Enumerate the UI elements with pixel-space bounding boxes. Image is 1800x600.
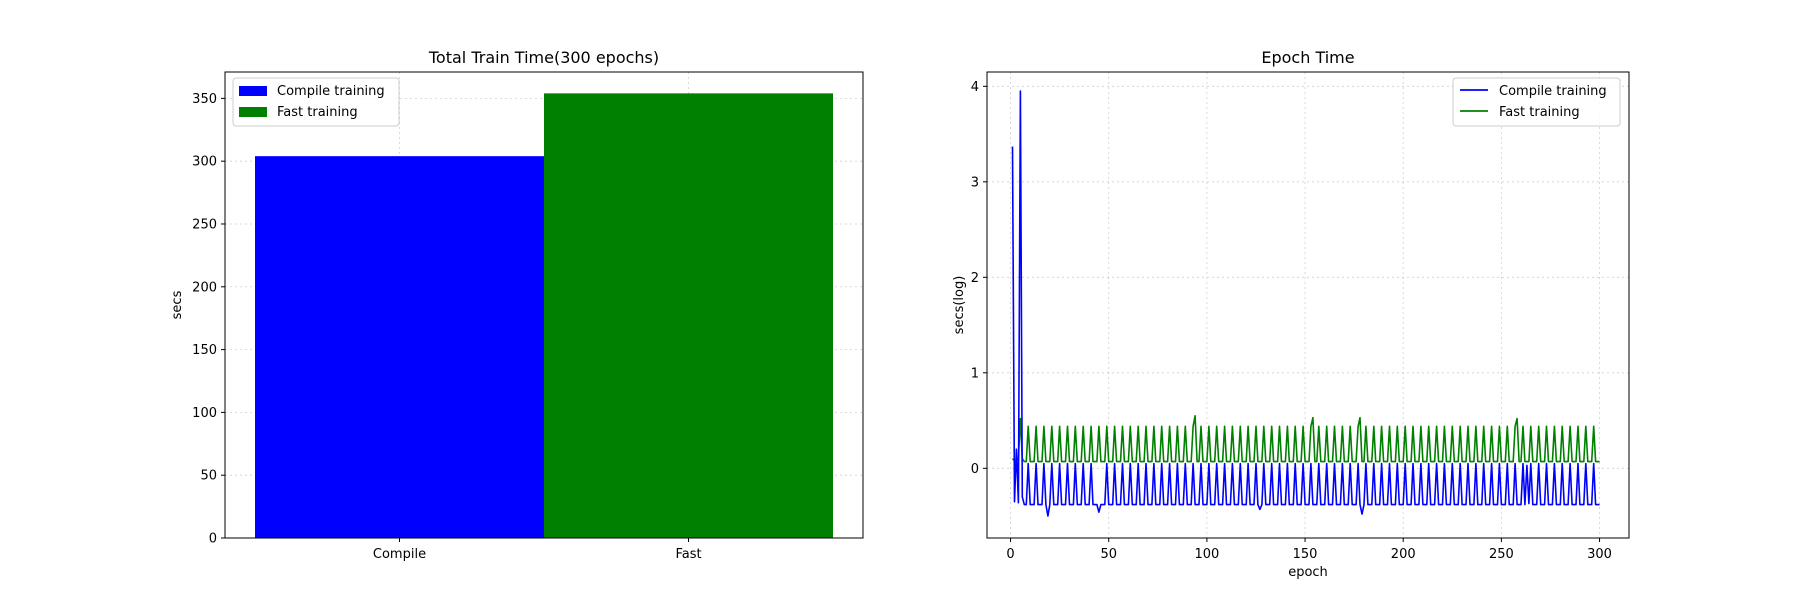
bar-y-tick-label: 350 xyxy=(192,92,217,107)
line-chart-title: Epoch Time xyxy=(1261,48,1354,67)
bar-y-tick-label: 0 xyxy=(209,532,217,547)
bar-chart: Compile Fast 0 50 100 150 200 250 300 350 Total … xyxy=(170,48,864,562)
line-chart-x-axis-label: epoch xyxy=(1288,565,1328,580)
line-y-tick-label: 2 xyxy=(971,271,979,286)
bar-y-tick-label: 300 xyxy=(192,155,217,170)
bar-chart-frame xyxy=(224,71,864,539)
line-x-tick-label: 50 xyxy=(1100,547,1117,562)
line-x-tick-label: 100 xyxy=(1194,547,1219,562)
line-chart: 0 50 100 150 200 250 300 0 1 2 3 4 Epoch Time epoc… xyxy=(952,48,1630,580)
bar-legend-box xyxy=(232,77,400,127)
line-x-tick-label: 150 xyxy=(1293,547,1318,562)
bar-y-tick-label: 250 xyxy=(192,217,217,232)
line-y-tick-label: 3 xyxy=(971,175,979,190)
line-chart-y-axis-label: secs(log) xyxy=(952,276,967,335)
line-x-tick-label: 250 xyxy=(1489,547,1514,562)
line-legend-label-fast: Fast training xyxy=(1499,105,1580,120)
bar-x-tick-label: Fast xyxy=(675,547,701,562)
line-chart-y-ticks: 0 1 2 3 4 xyxy=(971,80,987,477)
bar-chart-x-ticks: Compile Fast xyxy=(373,538,702,562)
line-legend-label-compile: Compile training xyxy=(1499,84,1607,99)
line-legend-box xyxy=(1452,77,1621,127)
line-chart-legend: Compile training Fast training xyxy=(1452,77,1621,127)
line-x-tick-label: 200 xyxy=(1391,547,1416,562)
bar-chart-y-axis-label: secs xyxy=(170,290,185,319)
bar-legend-label-compile: Compile training xyxy=(277,84,385,99)
bar-y-tick-label: 150 xyxy=(192,343,217,358)
bar-fast xyxy=(544,93,833,539)
line-chart-frame xyxy=(986,71,1630,539)
bar-legend-swatch-compile xyxy=(239,86,267,96)
line-y-tick-label: 4 xyxy=(971,80,979,95)
bar-chart-bars xyxy=(255,93,833,539)
bar-chart-y-ticks: 0 50 100 150 200 250 300 350 xyxy=(192,92,225,547)
line-series-compile-training xyxy=(1011,90,1600,517)
bar-chart-legend: Compile training Fast training xyxy=(232,77,400,127)
line-y-tick-label: 0 xyxy=(971,462,979,477)
line-y-tick-label: 1 xyxy=(971,366,979,381)
bar-legend-swatch-fast xyxy=(239,107,267,117)
bar-y-tick-label: 50 xyxy=(200,469,217,484)
bar-legend-label-fast: Fast training xyxy=(277,105,358,120)
bar-compile xyxy=(255,156,544,538)
line-x-tick-label: 300 xyxy=(1587,547,1612,562)
line-series-fast-training xyxy=(1011,414,1600,463)
bar-y-tick-label: 100 xyxy=(192,406,217,421)
bar-x-tick-label: Compile xyxy=(373,547,426,562)
line-chart-series xyxy=(1011,90,1600,517)
bar-y-tick-label: 200 xyxy=(192,280,217,295)
line-x-tick-label: 0 xyxy=(1006,547,1014,562)
line-chart-x-ticks: 0 50 100 150 200 250 300 xyxy=(1006,538,1612,562)
bar-chart-title: Total Train Time(300 epochs) xyxy=(428,48,659,67)
